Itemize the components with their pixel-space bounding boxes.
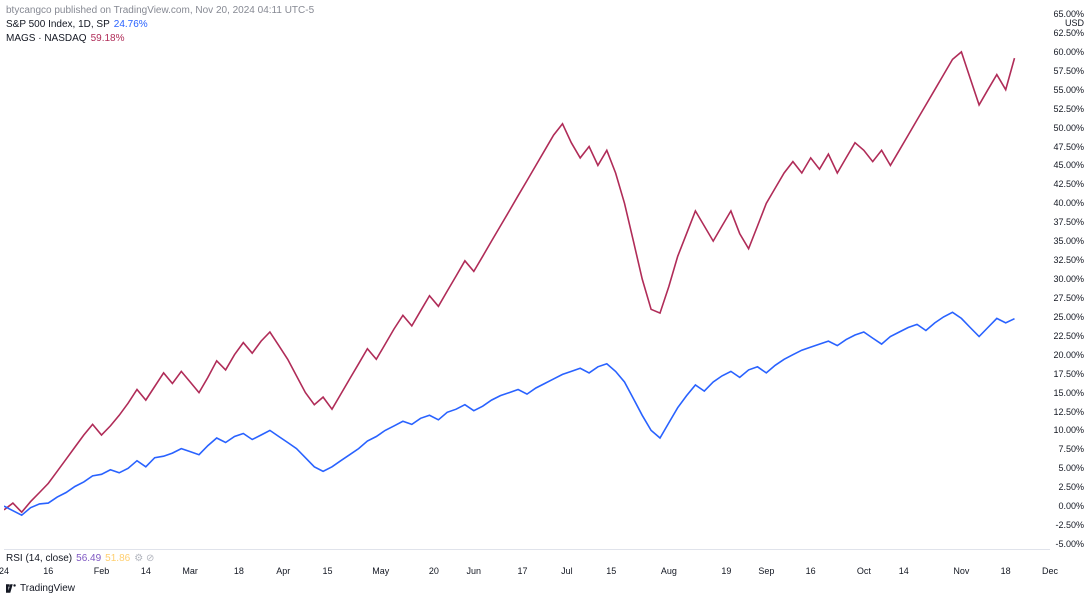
- pane-divider: [4, 549, 1050, 550]
- tradingview-icon: [6, 583, 17, 594]
- y-tick: -5.00%: [1055, 539, 1084, 549]
- rsi-value-2: 51.86: [105, 553, 130, 564]
- series-line-mags: [4, 52, 1015, 512]
- y-tick: 60.00%: [1053, 47, 1084, 57]
- x-tick: 14: [141, 566, 151, 576]
- x-tick: Jul: [561, 566, 573, 576]
- y-tick: 12.50%: [1053, 407, 1084, 417]
- x-tick: 24: [0, 566, 9, 576]
- x-tick: Oct: [857, 566, 871, 576]
- y-tick: 35.00%: [1053, 236, 1084, 246]
- x-tick: 14: [899, 566, 909, 576]
- x-tick: May: [372, 566, 389, 576]
- x-tick: 16: [43, 566, 53, 576]
- y-tick: 22.50%: [1053, 331, 1084, 341]
- series-line-sp500: [4, 312, 1015, 515]
- x-tick: 15: [606, 566, 616, 576]
- y-tick: 20.00%: [1053, 350, 1084, 360]
- y-tick: 37.50%: [1053, 217, 1084, 227]
- y-tick: 55.00%: [1053, 85, 1084, 95]
- x-tick: Dec: [1042, 566, 1058, 576]
- y-tick: 47.50%: [1053, 142, 1084, 152]
- rsi-indicator-row: RSI (14, close) 56.49 51.86 ⚙ ⊘: [6, 553, 154, 564]
- x-tick: 20: [429, 566, 439, 576]
- y-tick: 57.50%: [1053, 66, 1084, 76]
- rsi-settings-icon[interactable]: ⚙ ⊘: [134, 553, 154, 564]
- y-tick: 17.50%: [1053, 369, 1084, 379]
- footer-brand-text: TradingView: [20, 583, 75, 594]
- price-chart[interactable]: [4, 14, 1050, 544]
- y-tick: 65.00%: [1053, 9, 1084, 19]
- x-tick: Jun: [467, 566, 482, 576]
- y-tick: 7.50%: [1058, 444, 1084, 454]
- x-tick: 18: [234, 566, 244, 576]
- x-tick: Apr: [276, 566, 290, 576]
- y-tick: 2.50%: [1058, 482, 1084, 492]
- y-tick: 5.00%: [1058, 463, 1084, 473]
- x-tick: 18: [1001, 566, 1011, 576]
- y-tick: 27.50%: [1053, 293, 1084, 303]
- footer-brand[interactable]: TradingView: [6, 583, 75, 594]
- x-axis: 2416Feb14Mar18Apr15May20Jun17Jul15Aug19S…: [4, 566, 1050, 580]
- x-tick: Sep: [758, 566, 774, 576]
- y-tick: 45.00%: [1053, 160, 1084, 170]
- y-tick: 40.00%: [1053, 198, 1084, 208]
- y-tick: -2.50%: [1055, 520, 1084, 530]
- x-tick: 17: [518, 566, 528, 576]
- y-tick: 50.00%: [1053, 123, 1084, 133]
- y-tick: 52.50%: [1053, 104, 1084, 114]
- x-tick: Mar: [182, 566, 198, 576]
- x-tick: Feb: [94, 566, 110, 576]
- x-tick: 16: [806, 566, 816, 576]
- y-tick: 15.00%: [1053, 388, 1084, 398]
- y-tick: 0.00%: [1058, 501, 1084, 511]
- rsi-value-1: 56.49: [76, 553, 101, 564]
- y-tick: 30.00%: [1053, 274, 1084, 284]
- y-tick: 42.50%: [1053, 179, 1084, 189]
- x-tick: 15: [323, 566, 333, 576]
- y-tick: 32.50%: [1053, 255, 1084, 265]
- y-tick: 25.00%: [1053, 312, 1084, 322]
- x-tick: 19: [721, 566, 731, 576]
- x-tick: Aug: [661, 566, 677, 576]
- rsi-label: RSI (14, close): [6, 553, 72, 564]
- y-tick: 10.00%: [1053, 425, 1084, 435]
- y-tick: 62.50%: [1053, 28, 1084, 38]
- y-axis: 65.00%62.50%60.00%57.50%55.00%52.50%50.0…: [1052, 14, 1088, 544]
- x-tick: Nov: [953, 566, 969, 576]
